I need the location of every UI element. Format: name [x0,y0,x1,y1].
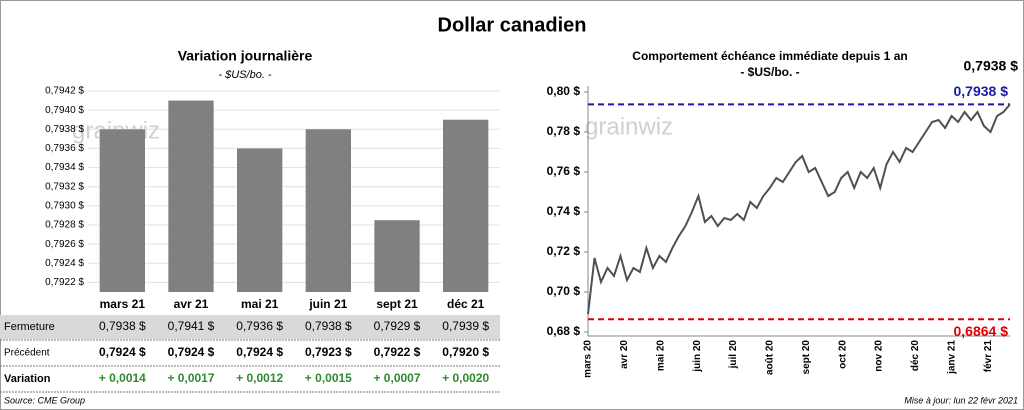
table-cell: 0,7936 $ [236,319,283,333]
x-tick-label: janv 21 [946,340,957,375]
y-tick-label: 0,7942 $ [45,86,84,97]
table-cell: + 0,0007 [373,371,420,385]
x-tick-label: sept 20 [801,340,812,375]
y-tick-label: 0,7934 $ [45,162,84,173]
table-cell: 0,7920 $ [442,345,489,359]
row-label: Fermeture [4,321,55,333]
price-line [587,103,1011,315]
y-tick-label: 0,78 $ [547,124,581,138]
y-tick-label: 0,68 $ [547,324,581,338]
row-label: Précédent [4,348,50,359]
x-tick-label: oct 20 [837,340,848,369]
updated: Mise à jour: lun 22 févr 2021 [904,395,1018,405]
bar [237,148,283,292]
y-tick-label: 0,7924 $ [45,258,84,269]
x-tick-label: mai 21 [241,297,279,311]
table-cell: 0,7922 $ [374,345,421,359]
y-tick-label: 0,7938 $ [45,124,84,135]
table-cell: + 0,0012 [236,371,283,385]
line-title: Comportement échéance immédiate depuis 1… [632,49,907,63]
y-tick-label: 0,76 $ [547,164,581,178]
y-tick-label: 0,7922 $ [45,277,84,288]
y-tick-label: 0,7928 $ [45,220,84,231]
x-tick-label: nov 20 [874,340,885,372]
bar-subtitle: - $US/bo. - [218,69,272,81]
table-cell: + 0,0014 [99,371,146,385]
x-tick-label: juin 21 [308,297,347,311]
y-tick-label: 0,7932 $ [45,181,84,192]
table-cell: 0,7924 $ [168,345,215,359]
x-tick-label: sept 21 [376,297,418,311]
x-tick-label: juil 20 [728,340,739,370]
bar-title: Variation journalière [178,48,313,64]
y-tick-label: 0,72 $ [547,244,581,258]
bar [443,119,489,292]
y-tick-label: 0,80 $ [547,84,581,98]
table-cell: 0,7938 $ [99,319,146,333]
bar [99,129,145,292]
x-tick-label: févr 21 [983,340,994,373]
x-tick-label: avr 20 [619,340,630,369]
table-cell: 0,7939 $ [442,319,489,333]
x-tick-label: déc 20 [910,340,921,372]
bar [168,100,214,292]
source: Source: CME Group [4,395,85,405]
watermark: grainwiz [585,113,673,140]
bar [305,129,351,292]
row-band [0,315,500,339]
table-cell: 0,7923 $ [305,345,352,359]
line-subtitle: - $US/bo. - [740,65,799,79]
last-value-label: 0,7938 $ [964,58,1019,74]
table-cell: + 0,0015 [305,371,352,385]
x-tick-label: mars 20 [583,340,594,378]
y-tick-label: 0,7930 $ [45,200,84,211]
table-cell: + 0,0020 [442,371,489,385]
x-tick-label: déc 21 [447,297,485,311]
page-title: Dollar canadien [438,14,587,36]
y-tick-label: 0,70 $ [547,284,581,298]
x-tick-label: avr 21 [174,297,209,311]
table-cell: 0,7941 $ [168,319,215,333]
y-tick-label: 0,74 $ [547,204,581,218]
table-cell: + 0,0017 [167,371,214,385]
reference-label: 0,7938 $ [954,83,1009,99]
table-cell: 0,7929 $ [374,319,421,333]
bar [374,220,420,292]
x-tick-label: mai 20 [655,340,666,372]
x-tick-label: mars 21 [100,297,146,311]
x-tick-label: juin 20 [692,340,703,373]
y-tick-label: 0,7936 $ [45,143,84,154]
table-cell: 0,7938 $ [305,319,352,333]
table-cell: 0,7924 $ [236,345,283,359]
row-label: Variation [4,373,51,385]
y-tick-label: 0,7926 $ [45,239,84,250]
x-tick-label: août 20 [765,340,776,375]
reference-label: 0,6864 $ [954,323,1009,339]
table-cell: 0,7924 $ [99,345,146,359]
y-tick-label: 0,7940 $ [45,105,84,116]
